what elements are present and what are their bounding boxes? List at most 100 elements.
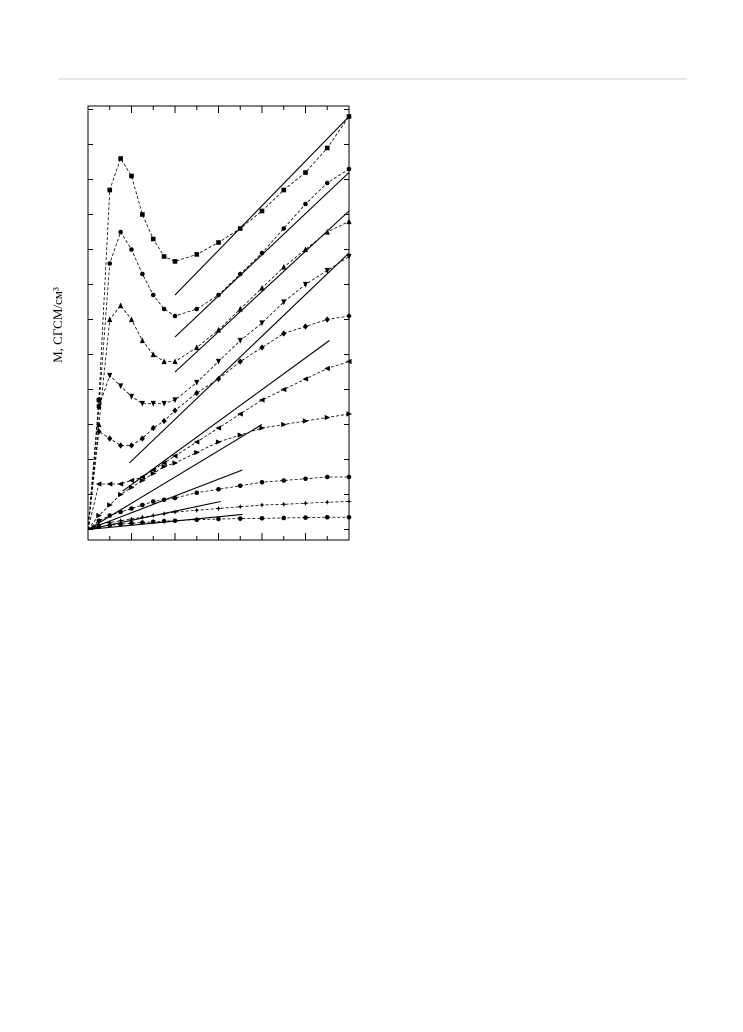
marker [302, 418, 309, 424]
marker [215, 326, 222, 333]
marker [140, 502, 145, 508]
marker [107, 519, 113, 526]
dashed-curve [87, 501, 350, 530]
marker [324, 145, 330, 151]
marker [140, 520, 145, 525]
marker [259, 502, 265, 508]
marker [150, 292, 156, 298]
marker [139, 514, 145, 520]
marker [150, 470, 157, 477]
marker [128, 442, 135, 449]
marker [107, 435, 113, 442]
fit-line [128, 252, 350, 464]
marker [107, 316, 113, 323]
marker [281, 187, 287, 193]
marker [172, 407, 178, 414]
marker [150, 351, 156, 358]
marker [96, 524, 102, 529]
marker [302, 246, 309, 253]
marker [172, 313, 178, 319]
marker [118, 509, 123, 515]
marker [96, 512, 102, 519]
marker [118, 156, 123, 161]
fit-line [122, 340, 330, 492]
marker [281, 478, 287, 483]
marker [302, 281, 309, 288]
marker [237, 337, 243, 344]
marker [140, 271, 145, 277]
marker [161, 254, 167, 259]
marker [96, 428, 102, 435]
marker [118, 491, 124, 498]
marker [128, 393, 135, 400]
marker [194, 379, 200, 386]
marker [194, 449, 200, 456]
marker [324, 267, 330, 274]
dashed-curve [87, 168, 350, 530]
marker [346, 514, 352, 520]
plot-frame [87, 105, 350, 541]
marker [129, 247, 134, 252]
marker [172, 495, 178, 501]
marker [194, 389, 200, 397]
marker [259, 516, 265, 521]
marker [107, 513, 113, 518]
marker [172, 518, 178, 524]
marker [280, 386, 287, 393]
marker [303, 170, 308, 175]
marker [194, 507, 200, 513]
marker [346, 166, 352, 172]
marker [150, 499, 156, 504]
marker [303, 476, 308, 482]
marker [150, 519, 156, 525]
marker [150, 400, 156, 407]
marker [118, 442, 124, 449]
marker [324, 474, 330, 480]
marker [281, 226, 287, 231]
marker [346, 312, 352, 320]
marker [237, 432, 244, 438]
marker [303, 515, 308, 520]
marker [215, 358, 222, 365]
marker [129, 506, 134, 511]
marker [150, 424, 156, 432]
marker [302, 323, 309, 330]
marker [96, 521, 102, 527]
fit-line [87, 424, 263, 530]
marker [215, 375, 222, 383]
marker [118, 521, 123, 527]
marker [194, 306, 200, 312]
marker [237, 483, 243, 489]
marker [107, 187, 113, 193]
marker [150, 467, 156, 473]
marker [161, 306, 167, 312]
marker [128, 316, 135, 323]
marker [237, 358, 243, 365]
marker [259, 425, 266, 431]
marker [129, 173, 134, 179]
marker [215, 439, 222, 445]
marker [237, 411, 243, 417]
dashed-curve [87, 116, 350, 530]
marker [302, 376, 309, 382]
marker [171, 453, 178, 459]
marker [303, 201, 308, 207]
marker [324, 414, 331, 421]
marker [194, 252, 200, 257]
marker [237, 504, 243, 510]
marker [258, 397, 265, 403]
marker [161, 358, 167, 365]
marker [215, 505, 222, 512]
marker [139, 400, 145, 407]
marker [118, 229, 123, 235]
marker [118, 518, 124, 524]
marker [324, 365, 330, 372]
marker [172, 509, 178, 515]
marker [106, 481, 113, 487]
marker [117, 481, 124, 487]
marker [95, 481, 102, 487]
marker [96, 397, 102, 403]
marker [259, 320, 265, 327]
marker [302, 500, 309, 506]
